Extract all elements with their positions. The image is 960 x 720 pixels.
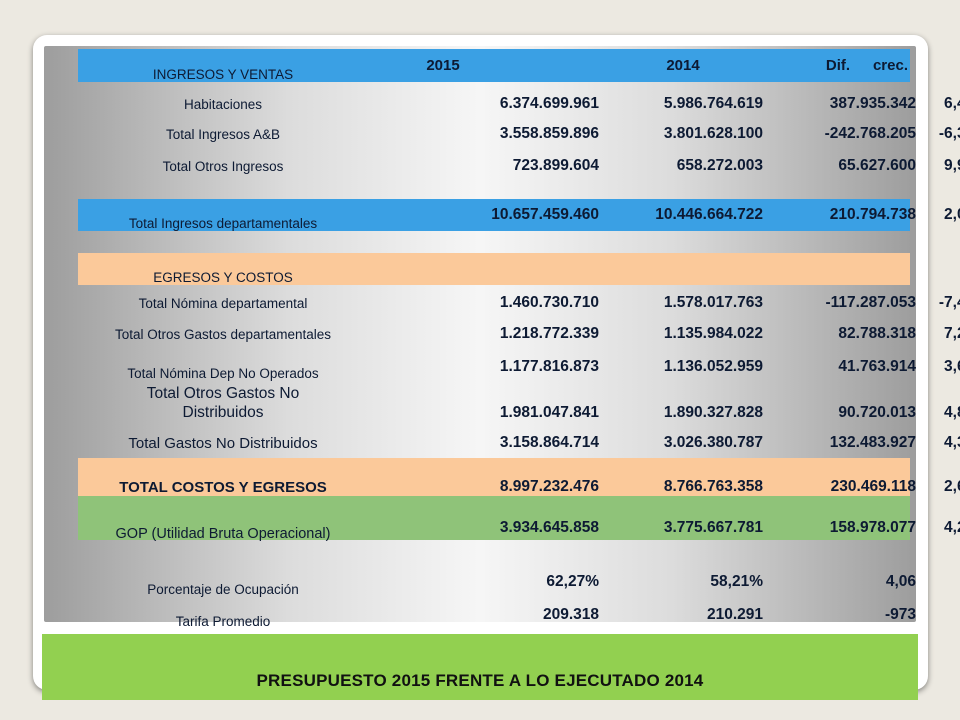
value-2015: 6.374.699.961 [499, 95, 599, 112]
value-crec: 2,63% [944, 478, 960, 495]
value-dif: 65.627.600 [838, 157, 916, 174]
value-crec: 2,02% [944, 206, 960, 223]
row-label: Total Ingresos departamentales [128, 216, 318, 231]
value-crec: 4,38% [944, 434, 960, 451]
value-2015: 1.460.730.710 [499, 294, 599, 311]
value-dif: 82.788.318 [838, 325, 916, 342]
value-crec: 4,21% [944, 519, 960, 536]
value-crec: -7,43% [938, 294, 960, 311]
value-2014: 3.026.380.787 [663, 434, 763, 451]
row-label: Total Otros Gastos No Distribuidos [78, 381, 368, 425]
value-2014: 8.766.763.358 [663, 478, 763, 495]
table-row: Total Otros Gastos departamentales 1.218… [78, 320, 960, 348]
row-label: Total Gastos No Distribuidos [128, 434, 318, 452]
value-dif: 210.794.738 [829, 206, 916, 223]
value-crec: 6,48% [944, 95, 960, 112]
table-row: Total Otros Ingresos 723.899.604 658.272… [78, 151, 960, 181]
row-label: Total Otros Ingresos [162, 158, 284, 174]
row-label: Total Nómina Dep No Operados [127, 366, 319, 381]
section-header-expenses: EGRESOS Y COSTOS [78, 253, 910, 285]
value-2014: 3.775.667.781 [663, 519, 763, 536]
value-dif: 41.763.914 [838, 358, 916, 375]
value-2015: 3.558.859.896 [499, 125, 599, 142]
row-label-line1: Total Otros Gastos No [146, 385, 300, 402]
value-2014: 1.135.984.022 [663, 325, 763, 342]
table-row-subtotal-income: Total Ingresos departamentales 10.657.45… [78, 199, 960, 231]
table-row: Total Gastos No Distribuidos 3.158.864.7… [78, 428, 960, 458]
value-2014: 1.890.327.828 [663, 404, 763, 421]
value-2015: 8.997.232.476 [499, 478, 599, 495]
value-crec: 9,97% [944, 157, 960, 174]
table-row: Tarifa Promedio 209.318 210.291 -973 [78, 601, 916, 629]
footer-title-bar: PRESUPUESTO 2015 FRENTE A LO EJECUTADO 2… [42, 634, 918, 700]
value-2014: 5.986.764.619 [663, 95, 763, 112]
table-header-row: INGRESOS Y VENTAS 2015 2014 Dif. crec. [78, 49, 910, 82]
value-2014: 210.291 [706, 606, 763, 623]
value-dif: -117.287.053 [825, 294, 916, 311]
header-col-2014: 2014 [666, 57, 700, 74]
value-dif: 158.978.077 [829, 519, 916, 536]
row-label: Total Nómina departamental [138, 295, 308, 311]
table-row: Porcentaje de Ocupación 62,27% 58,21% 4,… [78, 567, 916, 597]
value-dif: 90.720.013 [838, 404, 916, 421]
value-crec: 4,80% [944, 404, 960, 421]
value-2015: 62,27% [546, 573, 599, 590]
value-crec: 7,29% [944, 325, 960, 342]
header-col-dif: Dif. [825, 57, 851, 74]
table-row: Habitaciones 6.374.699.961 5.986.764.619… [78, 90, 960, 118]
row-label: TOTAL COSTOS Y EGRESOS [119, 478, 327, 496]
table-row: Total Nómina Dep No Operados 1.177.816.8… [78, 353, 960, 381]
value-2014: 1.578.017.763 [663, 294, 763, 311]
value-dif: 4,06 [885, 573, 916, 590]
section-label: EGRESOS Y COSTOS [153, 270, 293, 285]
value-2014: 3.801.628.100 [663, 125, 763, 142]
value-dif: 132.483.927 [829, 434, 916, 451]
value-2015: 3.158.864.714 [499, 434, 599, 451]
value-2014: 58,21% [710, 573, 763, 590]
header-label: INGRESOS Y VENTAS [152, 67, 294, 82]
value-crec: 3,68% [944, 358, 960, 375]
value-dif: 387.935.342 [829, 95, 916, 112]
value-2015: 723.899.604 [512, 157, 599, 174]
value-2015: 1.981.047.841 [499, 404, 599, 421]
header-col-crec: crec. [872, 57, 908, 74]
value-dif: 230.469.118 [830, 478, 916, 495]
value-2014: 10.446.664.722 [655, 206, 763, 223]
row-label-line2: Distribuidos [182, 404, 264, 421]
row-label: Total Otros Gastos departamentales [114, 326, 332, 342]
value-2014: 658.272.003 [676, 157, 763, 174]
value-dif: -973 [884, 606, 916, 623]
table-row: Total Otros Gastos No Distribuidos 1.981… [78, 381, 960, 425]
row-label: Total Ingresos A&B [165, 126, 281, 142]
row-label: Tarifa Promedio [175, 614, 271, 629]
table-row-total-expenses: TOTAL COSTOS Y EGRESOS 8.997.232.476 8.7… [78, 458, 960, 496]
table-row: Total Ingresos A&B 3.558.859.896 3.801.6… [78, 120, 960, 148]
value-2014: 1.136.052.959 [663, 358, 763, 375]
row-label: GOP (Utilidad Bruta Operacional) [115, 526, 331, 542]
row-label: Habitaciones [183, 96, 263, 112]
value-2015: 10.657.459.460 [491, 206, 599, 223]
header-col-2015: 2015 [426, 57, 460, 74]
value-2015: 3.934.645.858 [499, 519, 599, 536]
value-crec: -6,39% [938, 125, 960, 142]
table-row-gop: GOP (Utilidad Bruta Operacional) 3.934.6… [78, 496, 960, 542]
value-dif: -242.768.205 [824, 125, 916, 142]
slide-title: PRESUPUESTO 2015 FRENTE A LO EJECUTADO 2… [256, 671, 704, 690]
value-2015: 1.177.816.873 [499, 358, 599, 375]
row-label: Porcentaje de Ocupación [147, 582, 299, 597]
value-2015: 1.218.772.339 [499, 325, 599, 342]
table-row: Total Nómina departamental 1.460.730.710… [78, 289, 960, 317]
value-2015: 209.318 [542, 606, 599, 623]
